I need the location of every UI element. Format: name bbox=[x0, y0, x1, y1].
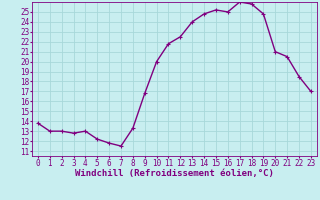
X-axis label: Windchill (Refroidissement éolien,°C): Windchill (Refroidissement éolien,°C) bbox=[75, 169, 274, 178]
